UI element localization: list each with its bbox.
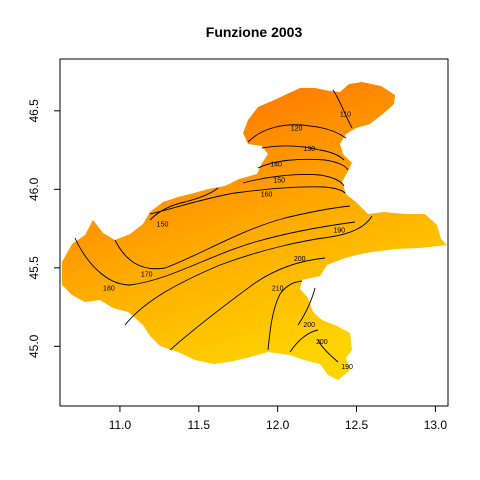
x-tick-label: 12.0 xyxy=(266,418,290,432)
contour-label: 160 xyxy=(261,192,273,199)
contour-label: 120 xyxy=(291,126,303,133)
y-axis: 45.0 45.5 46.0 46.5 xyxy=(27,99,61,358)
contour-lines xyxy=(74,89,373,363)
y-tick-label: 45.0 xyxy=(27,334,41,358)
contour-label: 200 xyxy=(316,339,328,346)
x-tick-label: 11.0 xyxy=(109,418,132,432)
y-tick-label: 45.5 xyxy=(27,256,41,280)
contour-line-210 xyxy=(267,280,319,353)
contour-line-140 xyxy=(257,158,349,171)
y-tick-label: 46.5 xyxy=(27,99,41,123)
contour-line-170 xyxy=(114,205,351,270)
contour-line-160 xyxy=(149,186,346,215)
contour-labels: 110 120 130 140 150 160 150 170 180 190 200 210 200 2… xyxy=(103,111,353,371)
contour-label: 150 xyxy=(157,221,169,228)
contour-label: 190 xyxy=(341,364,353,371)
region-fill xyxy=(62,82,447,380)
contour-line-220 xyxy=(317,339,339,363)
contour-label: 140 xyxy=(270,162,282,169)
veneto-region xyxy=(62,82,447,380)
contour-label: 200 xyxy=(303,322,315,329)
contour-line-150-west xyxy=(149,187,219,221)
contour-line-150-north xyxy=(242,174,345,187)
contour-label: 170 xyxy=(141,272,153,279)
contour-label: 180 xyxy=(103,286,115,293)
x-tick-label: 11.5 xyxy=(188,418,211,432)
contour-line-200 xyxy=(169,257,326,351)
x-tick-label: 13.0 xyxy=(424,418,448,432)
contour-label: 110 xyxy=(340,111,351,118)
chart-title: Funzione 2003 xyxy=(206,24,303,40)
contour-label: 210 xyxy=(272,286,284,293)
contour-line-130 xyxy=(261,145,345,161)
contour-label: 190 xyxy=(333,228,345,235)
x-tick-label: 12.5 xyxy=(345,418,369,432)
x-axis: 11.0 11.5 12.0 12.5 13.0 xyxy=(109,405,448,432)
contour-label: 130 xyxy=(303,146,315,153)
contour-line-180 xyxy=(74,221,356,286)
contour-label: 150 xyxy=(273,177,285,184)
contour-line-110 xyxy=(332,89,353,129)
y-tick-label: 46.0 xyxy=(27,177,41,201)
contour-label: 200 xyxy=(294,256,306,263)
contour-line-190 xyxy=(124,215,373,326)
contour-line-120 xyxy=(247,124,347,143)
